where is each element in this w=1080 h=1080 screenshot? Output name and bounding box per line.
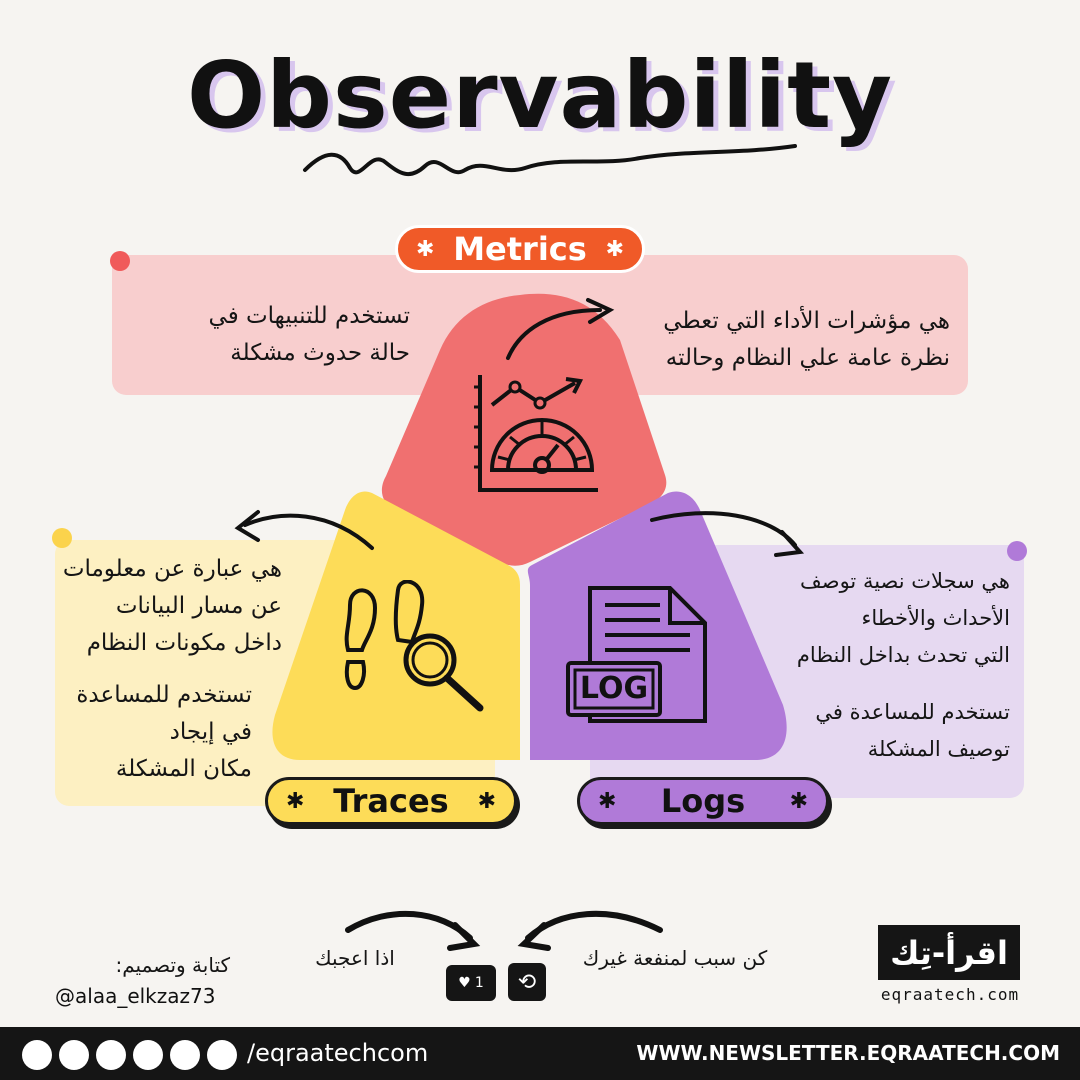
page-title: Observability — [186, 42, 894, 149]
linkedin-icon[interactable] — [133, 1040, 163, 1070]
text-line: الأحداث والأخطاء — [861, 606, 1010, 630]
youtube-icon[interactable] — [96, 1040, 126, 1070]
heart-icon: ♥ — [458, 975, 471, 991]
text-line: توصيف المشكلة — [867, 737, 1010, 761]
squiggle-underline — [303, 144, 797, 177]
text-line: عن مسار البيانات — [115, 593, 282, 619]
arrow-metrics-icon — [506, 308, 602, 360]
text-line: التي تحدث بداخل النظام — [796, 643, 1010, 667]
text-line: تستخدم للمساعدة — [76, 682, 252, 708]
like-count: 1 — [474, 975, 484, 991]
github-icon[interactable] — [207, 1040, 237, 1070]
footer-newsletter-link[interactable]: WWW.NEWSLETTER.EQRAATECH.COM — [636, 1041, 1060, 1065]
logs-label-pill: ✱ Logs ✱ — [577, 777, 829, 825]
text-line: هي سجلات نصية توصف — [800, 569, 1010, 593]
facebook-icon[interactable] — [22, 1040, 52, 1070]
footprints-magnifier-icon — [344, 580, 484, 712]
gauge-chart-icon — [474, 375, 598, 492]
traces-text-definition: هي عبارة عن معلومات عن مسار البيانات داخ… — [60, 551, 282, 662]
logs-dot — [1007, 541, 1027, 561]
metrics-dot — [110, 251, 130, 271]
text-line: هي مؤشرات الأداء التي تعطي — [663, 308, 950, 334]
text-line: داخل مكونات النظام — [86, 630, 282, 656]
arrow-like-icon — [345, 910, 473, 941]
traces-label-pill: ✱ Traces ✱ — [265, 777, 517, 825]
traces-dot — [52, 528, 72, 548]
like-cta-text: اذا اعجبك — [315, 946, 395, 970]
footer-handle[interactable]: /eqraatechcom — [247, 1039, 429, 1067]
logs-label: Logs — [660, 782, 746, 820]
arrow-logs-icon — [650, 511, 797, 547]
text-line: هي عبارة عن معلومات — [62, 556, 282, 582]
brand-logo: اقرأ-تِك — [878, 925, 1020, 980]
metrics-right-text: هي مؤشرات الأداء التي تعطي نظرة عامة علي… — [620, 303, 950, 377]
metrics-label: Metrics — [453, 230, 587, 268]
traces-text-usage: تستخدم للمساعدة في إيجاد مكان المشكلة — [60, 677, 252, 788]
text-line: تستخدم للتنبيهات في — [208, 303, 410, 329]
asterisk-icon: ✱ — [789, 789, 808, 814]
asterisk-icon: ✱ — [477, 789, 496, 814]
metrics-shape — [381, 293, 667, 566]
arrow-share-icon — [525, 910, 663, 941]
asterisk-icon: ✱ — [605, 237, 624, 262]
twitter-icon[interactable] — [59, 1040, 89, 1070]
logs-text-definition: هي سجلات نصية توصف الأحداث والأخطاء التي… — [760, 563, 1010, 674]
metrics-left-text: تستخدم للتنبيهات في حالة حدوث مشكلة — [130, 298, 410, 372]
credits-heading: كتابة وتصميم: — [115, 953, 230, 977]
telegram-icon[interactable] — [170, 1040, 200, 1070]
text-line: نظرة عامة علي النظام وحالته — [665, 345, 950, 371]
text-line: حالة حدوث مشكلة — [230, 340, 410, 366]
credits-handle: @alaa_elkzaz73 — [55, 984, 216, 1008]
text-line: في إيجاد — [169, 719, 252, 745]
asterisk-icon: ✱ — [416, 237, 435, 262]
asterisk-icon: ✱ — [598, 789, 617, 814]
text-line: تستخدم للمساعدة في — [815, 700, 1010, 724]
asterisk-icon: ✱ — [286, 789, 305, 814]
like-button[interactable]: ♥ 1 — [446, 965, 496, 1001]
log-file-icon — [566, 586, 707, 723]
logs-text-usage: تستخدم للمساعدة في توصيف المشكلة — [780, 694, 1010, 768]
brand-site: eqraatech.com — [880, 985, 1020, 1004]
share-cta-text: كن سبب لمنفعة غيرك — [582, 946, 768, 970]
share-button[interactable]: ⟲ — [508, 963, 546, 1001]
traces-label: Traces — [333, 782, 449, 820]
metrics-label-pill: ✱ Metrics ✱ — [395, 225, 645, 273]
arrow-traces-icon — [243, 513, 374, 550]
text-line: مكان المشكلة — [115, 756, 252, 782]
repost-icon: ⟲ — [517, 969, 537, 995]
log-icon-label: LOG — [579, 671, 649, 706]
